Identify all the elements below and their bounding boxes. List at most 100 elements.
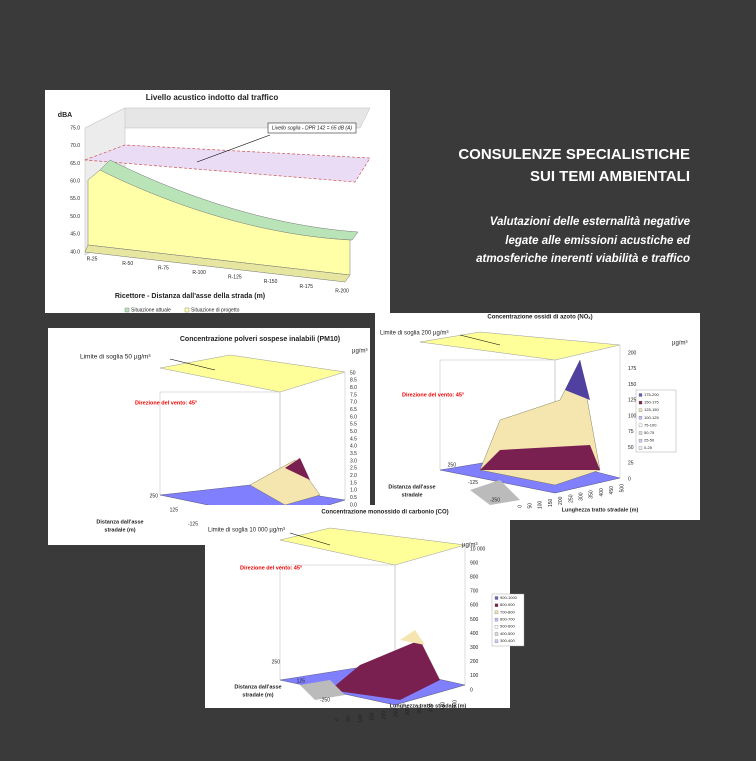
- x-tick-label: 50: [528, 503, 534, 509]
- x-tick-label: 400: [429, 703, 435, 712]
- x-tick-label: 150: [548, 498, 554, 507]
- y-tick-label: 65.0: [70, 161, 80, 167]
- depth-label: Distanza dall'asse: [388, 484, 435, 490]
- limit-label: Limite di soglia 10 000 µg/m³: [208, 528, 285, 534]
- y-tick-label: 0: [628, 476, 631, 482]
- y-tick-label: 7.0: [350, 400, 357, 406]
- y-tick-label: 3.0: [350, 458, 357, 464]
- threshold-label: Livello soglia - DPR 142 = 65 dB (A): [272, 125, 353, 131]
- x-tick-label: 100: [358, 714, 364, 723]
- y-tick-label: 75.0: [70, 125, 80, 131]
- depth-tick-label: -125: [468, 480, 478, 486]
- legend-swatch: [494, 596, 499, 600]
- y-tick-label: 400: [470, 631, 479, 637]
- x-axis-label: Ricettore - Distanza dall'asse della str…: [115, 293, 265, 300]
- legend-swatch: [638, 416, 643, 420]
- y-tick-label: 600: [470, 603, 479, 609]
- y-tick-label: 300: [470, 645, 479, 651]
- x-tick-label: R-150: [264, 279, 278, 285]
- y-tick-label: 700: [470, 589, 479, 595]
- y-tick-label: 10 000: [470, 546, 486, 552]
- x-tick-label: 450: [441, 702, 447, 711]
- legend-entry: 300-400: [500, 638, 515, 643]
- y-tick-label: 800: [470, 575, 479, 581]
- panel-title: Livello acustico indotto dal traffico: [146, 93, 279, 102]
- y-tick-label: 4.5: [350, 436, 357, 442]
- axis-unit: dBA: [58, 112, 72, 119]
- x-tick-label: 300: [579, 492, 585, 501]
- x-tick-label: 500: [619, 484, 625, 493]
- legend-entry: 175-200: [644, 392, 659, 397]
- panel-title: Concentrazione polveri sospese inalabili…: [180, 336, 340, 343]
- legend-entry: 100-125: [644, 415, 659, 420]
- wind-label: Direzione del vento: 45°: [402, 392, 464, 398]
- y-tick-label: 55.0: [70, 196, 80, 202]
- wind-label: Direzione del vento: 45°: [240, 565, 302, 571]
- depth-label: stradale: [401, 492, 422, 498]
- legend-swatch: [494, 610, 499, 615]
- y-tick-label: 60.0: [70, 178, 80, 184]
- x-tick-label: 350: [417, 705, 423, 714]
- subheading-line: atmosferiche inerenti viabilità e traffi…: [476, 253, 690, 265]
- legend-swatch: [494, 632, 499, 636]
- depth-tick-label: -250: [320, 697, 330, 703]
- panel-title: Concentrazione ossidi di azoto (NOₓ): [487, 315, 592, 321]
- y-tick-label: 70.0: [70, 143, 80, 149]
- legend-swatch: [638, 423, 643, 428]
- legend-swatch: [638, 446, 643, 450]
- x-tick-label: R-125: [228, 275, 242, 281]
- legend-entry: 50-75: [644, 430, 655, 435]
- y-tick-label: 200: [470, 659, 479, 665]
- depth-label: Distanza dall'asse: [234, 684, 281, 690]
- legend-swatch: [638, 408, 643, 412]
- x-tick-label: 250: [393, 709, 399, 718]
- depth-tick-label: -250: [490, 497, 500, 503]
- x-tick-label: 200: [382, 711, 388, 720]
- y-tick-label: 7.5: [350, 392, 357, 398]
- y-tick-label: 500: [470, 617, 479, 623]
- y-tick-label: 6.5: [350, 407, 357, 413]
- depth-tick-label: 125: [297, 678, 306, 684]
- legend-swatch: [638, 393, 643, 397]
- y-tick-label: 25: [628, 461, 634, 467]
- x-tick-label: R-75: [158, 265, 169, 271]
- legend-entry: Situazione attuale: [131, 307, 171, 313]
- legend-swatch: [494, 639, 499, 643]
- legend-swatch: [638, 431, 643, 435]
- y-tick-label: 5.5: [350, 422, 357, 428]
- y-tick-label: 1.5: [350, 480, 357, 486]
- legend-entry: 800-900: [500, 602, 515, 607]
- legend-entry: 400-500: [500, 631, 515, 636]
- subheading-line: Valutazioni delle esternalità negative: [490, 216, 691, 228]
- legend-swatch: [494, 603, 499, 607]
- depth-tick-label: 250: [448, 462, 457, 468]
- nox-panel: Concentrazione ossidi di azoto (NOₓ) Lim…: [375, 313, 700, 520]
- legend-swatch: [638, 438, 643, 443]
- heading-line: SUI TEMI AMBIENTALI: [530, 168, 690, 185]
- axis-unit: µg/m³: [672, 341, 687, 347]
- axis-unit: µg/m³: [352, 349, 367, 355]
- y-tick-label: 50: [628, 445, 634, 451]
- legend-swatch: [638, 400, 643, 405]
- x-axis-label: Lunghezza tratto stradale (m): [390, 703, 467, 709]
- depth-tick-label: 250: [272, 659, 281, 665]
- axis-unit: µg/m³: [462, 543, 477, 549]
- legend-entry: 25-50: [644, 437, 655, 442]
- y-tick-label: 50.0: [70, 214, 80, 220]
- y-tick-label: 100: [628, 413, 637, 419]
- co-panel: Concentrazione monossido di carbonio (CO…: [205, 505, 525, 709]
- y-tick-label: 6.0: [350, 414, 357, 420]
- y-tick-label: 175: [628, 366, 637, 372]
- noise-panel: Livello soglia - DPR 142 = 65 dB (A) Liv…: [45, 90, 390, 313]
- y-tick-label: 2.5: [350, 466, 357, 472]
- legend-entry: 0-25: [644, 445, 653, 450]
- depth-label: Distanza dall'asse: [96, 519, 143, 525]
- x-tick-label: 0: [517, 505, 523, 508]
- x-tick-label: 400: [599, 488, 605, 497]
- y-tick-label: 900: [470, 560, 479, 566]
- legend-entry: Situazione di progetto: [191, 307, 240, 313]
- y-tick-label: 75: [628, 429, 634, 435]
- x-tick-label: 250: [568, 494, 574, 503]
- x-tick-label: R-100: [192, 270, 206, 276]
- y-tick-label: 0.5: [350, 495, 357, 501]
